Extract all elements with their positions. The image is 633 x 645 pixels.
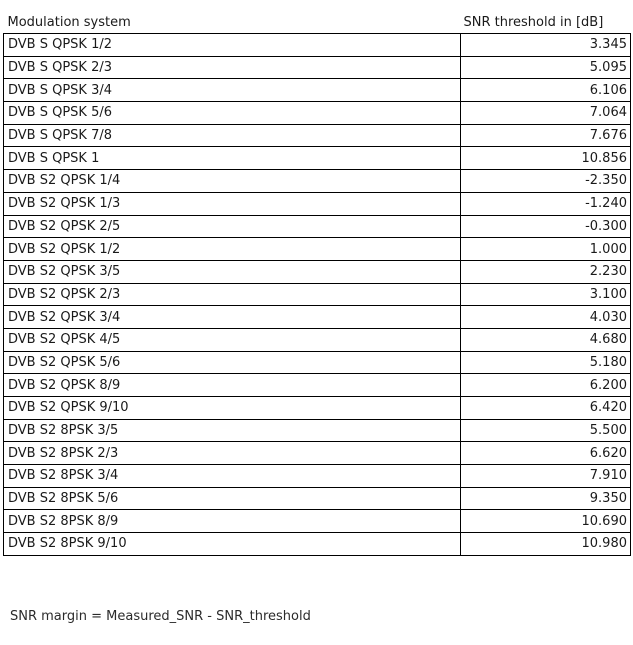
table-row: DVB S QPSK 7/8 7.676 — [3, 123, 631, 148]
header-row: Modulation system SNR threshold in [dB] — [4, 11, 631, 34]
snr-threshold-cell: 5.095 — [460, 55, 631, 80]
table-row: DVB S2 QPSK 5/6 5.180 — [3, 350, 631, 375]
table-row: DVB S2 QPSK 1/3 -1.240 — [3, 191, 631, 216]
table-row: DVB S QPSK 3/4 6.106 — [3, 78, 631, 103]
modulation-system-cell: DVB S2 QPSK 1/2 — [3, 237, 461, 261]
table-row: DVB S QPSK 5/6 7.064 — [3, 101, 631, 125]
modulation-system-cell: DVB S2 QPSK 4/5 — [3, 327, 461, 352]
modulation-system-cell: DVB S2 QPSK 2/5 — [3, 214, 461, 239]
modulation-system-cell: DVB S2 QPSK 2/3 — [3, 282, 461, 307]
snr-threshold-cell: -2.350 — [460, 169, 631, 193]
modulation-system-cell: DVB S2 8PSK 3/5 — [3, 418, 461, 443]
table-row: DVB S2 QPSK 8/9 6.200 — [3, 373, 631, 397]
modulation-system-cell: DVB S QPSK 3/4 — [3, 78, 461, 103]
snr-threshold-cell: 9.350 — [460, 486, 631, 511]
snr-threshold-cell: -0.300 — [460, 214, 631, 239]
table-row: DVB S QPSK 2/3 5.095 — [3, 55, 631, 80]
snr-threshold-cell: 1.000 — [460, 237, 631, 261]
snr-threshold-cell: -1.240 — [460, 191, 631, 216]
modulation-system-cell: DVB S QPSK 5/6 — [3, 101, 461, 125]
snr-threshold-cell: 6.200 — [460, 373, 631, 397]
snr-threshold-cell: 3.345 — [460, 33, 631, 57]
snr-threshold-cell: 5.180 — [460, 350, 631, 375]
snr-threshold-cell: 4.680 — [460, 327, 631, 352]
spreadsheet-view: Modulation system SNR threshold in [dB] … — [0, 11, 633, 645]
modulation-system-cell: DVB S QPSK 7/8 — [3, 123, 461, 148]
modulation-system-cell: DVB S2 QPSK 3/4 — [3, 305, 461, 329]
table-row: DVB S2 QPSK 4/5 4.680 — [3, 327, 631, 352]
table-row: DVB S2 8PSK 2/3 6.620 — [3, 441, 631, 466]
snr-margin-formula-note: SNR margin = Measured_SNR - SNR_threshol… — [10, 608, 311, 624]
modulation-system-cell: DVB S QPSK 1 — [3, 146, 461, 171]
snr-threshold-cell: 6.420 — [460, 396, 631, 420]
modulation-system-cell: DVB S2 8PSK 9/10 — [3, 532, 461, 556]
modulation-system-cell: DVB S2 QPSK 1/4 — [3, 169, 461, 193]
modulation-system-cell: DVB S2 QPSK 1/3 — [3, 191, 461, 216]
table-row: DVB S2 8PSK 3/4 7.910 — [3, 464, 631, 488]
table-row: DVB S2 QPSK 1/2 1.000 — [3, 237, 631, 261]
modulation-system-cell: DVB S2 QPSK 3/5 — [3, 259, 461, 284]
modulation-system-cell: DVB S2 QPSK 8/9 — [3, 373, 461, 397]
table-row: DVB S2 8PSK 9/10 10.980 — [3, 532, 631, 556]
snr-threshold-cell: 10.856 — [460, 146, 631, 171]
snr-threshold-table: Modulation system SNR threshold in [dB] … — [3, 11, 631, 556]
table-row: DVB S2 8PSK 5/6 9.350 — [3, 486, 631, 511]
modulation-system-cell: DVB S QPSK 1/2 — [3, 33, 461, 57]
table-row: DVB S2 QPSK 2/3 3.100 — [3, 282, 631, 307]
table-row: DVB S2 QPSK 9/10 6.420 — [3, 396, 631, 420]
snr-threshold-cell: 4.030 — [460, 305, 631, 329]
modulation-system-cell: DVB S2 8PSK 8/9 — [3, 509, 461, 534]
snr-threshold-cell: 10.690 — [460, 509, 631, 534]
snr-threshold-cell: 2.230 — [460, 259, 631, 284]
table-row: DVB S QPSK 1 10.856 — [3, 146, 631, 171]
modulation-system-cell: DVB S2 8PSK 2/3 — [3, 441, 461, 466]
table-row: DVB S2 8PSK 8/9 10.690 — [3, 509, 631, 534]
snr-threshold-cell: 10.980 — [460, 532, 631, 556]
table-row: DVB S2 QPSK 2/5 -0.300 — [3, 214, 631, 239]
snr-threshold-cell: 6.620 — [460, 441, 631, 466]
modulation-system-cell: DVB S QPSK 2/3 — [3, 55, 461, 80]
snr-threshold-cell: 7.676 — [460, 123, 631, 148]
modulation-system-cell: DVB S2 QPSK 9/10 — [3, 396, 461, 420]
snr-threshold-cell: 5.500 — [460, 418, 631, 443]
table-row: DVB S2 QPSK 3/5 2.230 — [3, 259, 631, 284]
snr-threshold-cell: 6.106 — [460, 78, 631, 103]
snr-threshold-cell: 7.910 — [460, 464, 631, 488]
column-header-modulation-system: Modulation system — [7, 14, 131, 30]
table-row: DVB S2 QPSK 1/4 -2.350 — [3, 169, 631, 193]
snr-threshold-cell: 3.100 — [460, 282, 631, 307]
modulation-system-cell: DVB S2 8PSK 5/6 — [3, 486, 461, 511]
snr-threshold-cell: 7.064 — [460, 101, 631, 125]
modulation-system-cell: DVB S2 QPSK 5/6 — [3, 350, 461, 375]
table-row: DVB S2 8PSK 3/5 5.500 — [3, 418, 631, 443]
column-header-snr-threshold: SNR threshold in [dB] — [463, 14, 604, 30]
modulation-system-cell: DVB S2 8PSK 3/4 — [3, 464, 461, 488]
table-row: DVB S QPSK 1/2 3.345 — [3, 33, 631, 57]
table-row: DVB S2 QPSK 3/4 4.030 — [3, 305, 631, 329]
